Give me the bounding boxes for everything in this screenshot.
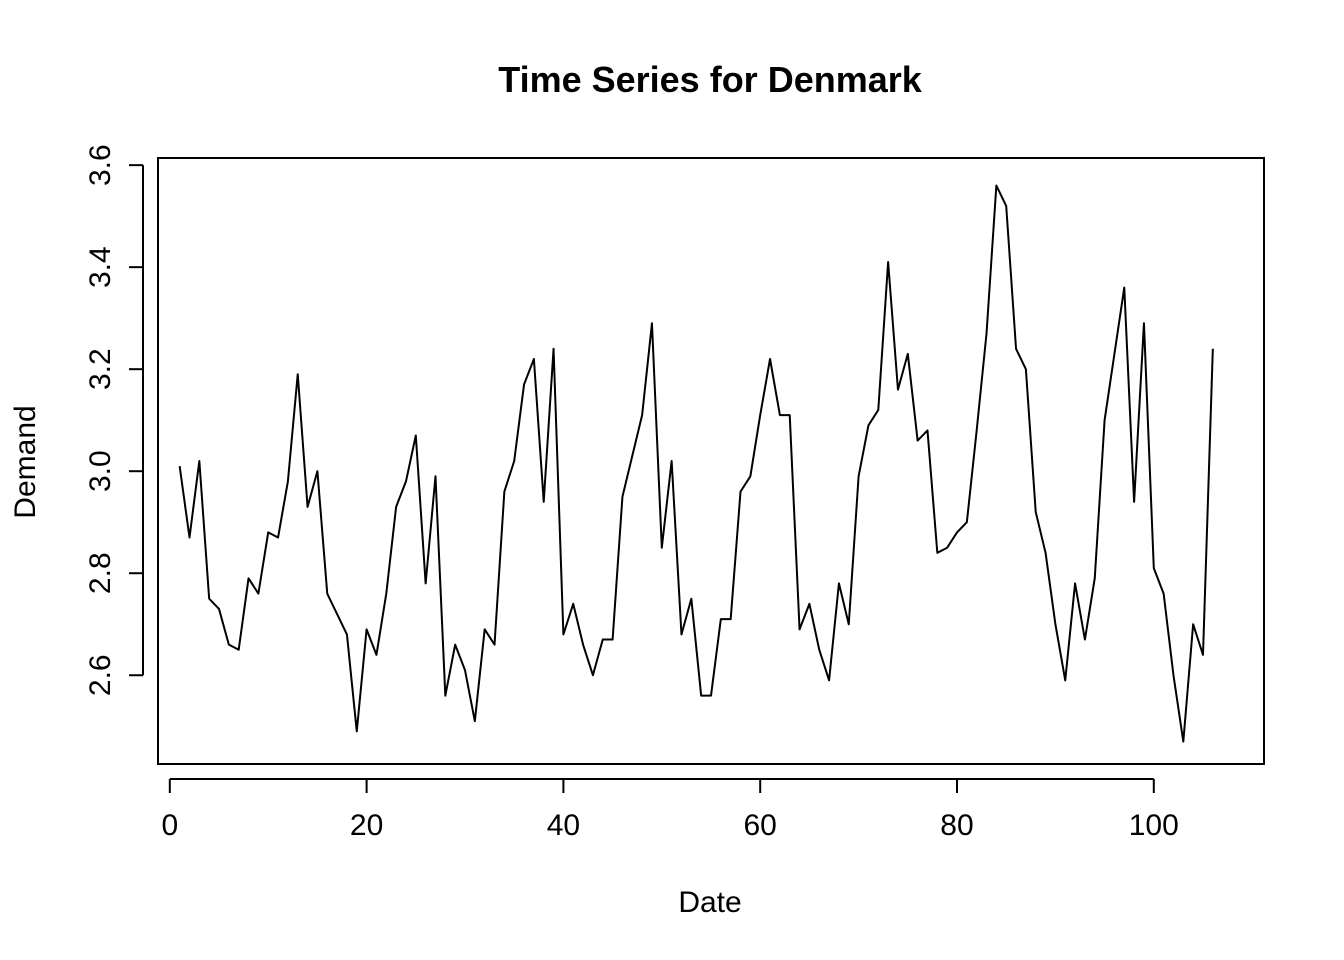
chart-title: Time Series for Denmark (498, 59, 923, 100)
y-tick-label: 3.0 (84, 450, 117, 492)
y-axis: 2.6 2.8 3.0 3.2 3.4 3.6 (84, 144, 144, 696)
y-tick-label: 2.8 (84, 552, 117, 594)
x-axis-label: Date (678, 886, 741, 919)
x-tick-label: 60 (744, 809, 777, 842)
x-tick-label: 20 (350, 809, 383, 842)
y-tick-label: 3.6 (84, 144, 117, 186)
x-axis: 0 20 40 60 80 100 (161, 778, 1179, 842)
x-tick-label: 40 (547, 809, 580, 842)
demand-series-line (178, 184, 1214, 743)
y-tick-label: 2.6 (84, 654, 117, 696)
x-tick-label: 80 (940, 809, 973, 842)
y-tick-label: 3.2 (84, 348, 117, 390)
x-tick-label: 0 (161, 809, 178, 842)
plot-frame (157, 157, 1265, 765)
y-axis-label: Demand (9, 405, 42, 518)
x-tick-label: 100 (1129, 809, 1179, 842)
y-tick-label: 3.4 (84, 246, 117, 288)
